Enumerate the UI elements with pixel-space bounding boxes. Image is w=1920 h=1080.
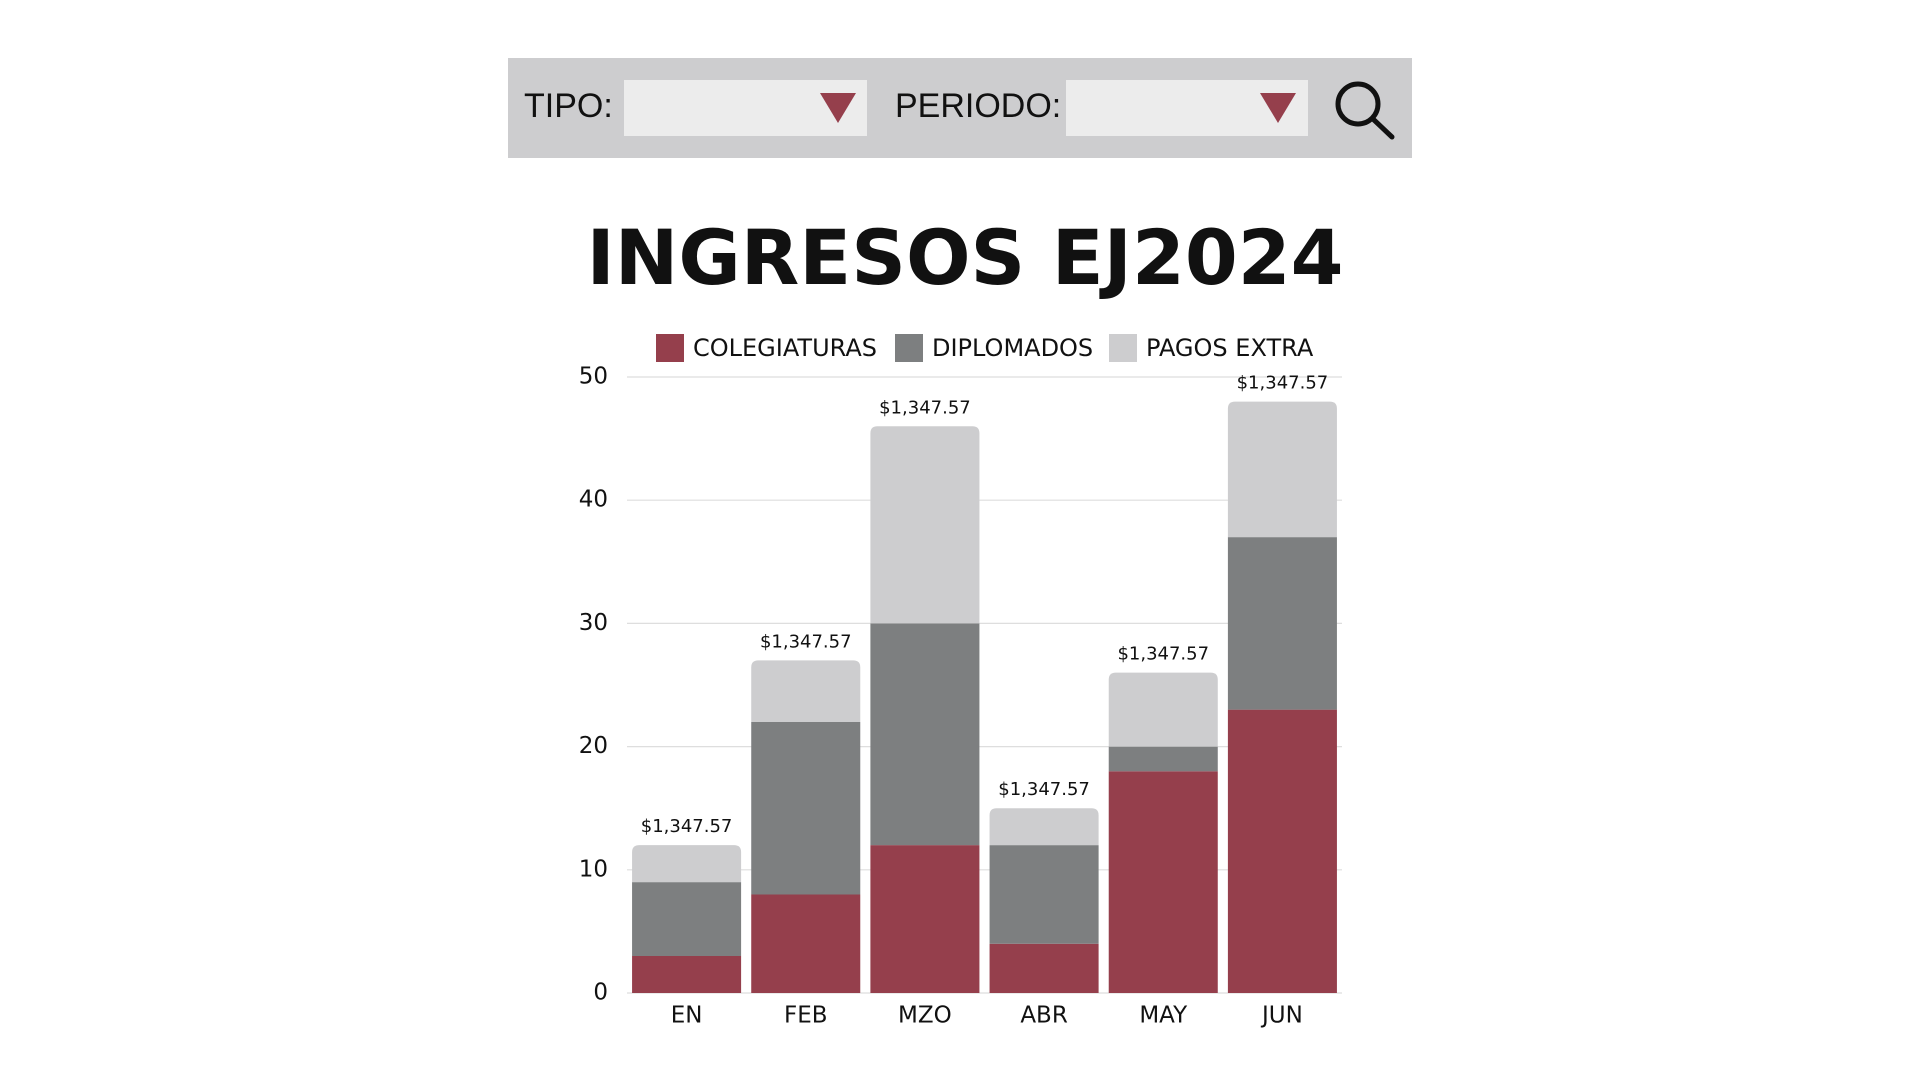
bar-segment xyxy=(751,660,861,722)
legend-label: DIPLOMADOS xyxy=(932,334,1093,362)
y-tick-label: 30 xyxy=(579,610,608,636)
bar-segment xyxy=(870,426,980,624)
y-tick-label: 10 xyxy=(579,856,608,882)
search-button[interactable] xyxy=(1330,75,1400,141)
x-tick-label: JUN xyxy=(1260,1003,1303,1029)
bar-segment xyxy=(870,845,980,993)
legend-swatch xyxy=(1109,334,1137,362)
bar-segment xyxy=(989,845,1099,944)
bar-segment xyxy=(1227,709,1337,993)
bar-segment xyxy=(1227,537,1337,710)
bar-segment xyxy=(989,943,1099,993)
dropdown-arrow[interactable] xyxy=(1260,93,1296,123)
bar-segment xyxy=(751,721,861,895)
tipo-dropdown[interactable] xyxy=(624,80,867,136)
tipo-label: TIPO: xyxy=(524,87,613,125)
periodo-dropdown[interactable] xyxy=(1066,80,1308,136)
periodo-label: PERIODO: xyxy=(895,87,1061,125)
bar-segment xyxy=(1227,401,1337,538)
total-label: $1,347.57 xyxy=(1237,373,1329,394)
x-tick-label: MAY xyxy=(1139,1003,1188,1029)
legend-label: COLEGIATURAS xyxy=(693,334,877,362)
y-tick-label: 50 xyxy=(579,364,608,390)
total-label: $1,347.57 xyxy=(879,397,971,418)
total-label: $1,347.57 xyxy=(641,816,733,837)
total-label: $1,347.57 xyxy=(760,631,852,652)
total-label: $1,347.57 xyxy=(998,779,1090,800)
legend-swatch xyxy=(895,334,923,362)
bar-segment xyxy=(870,623,980,846)
total-label: $1,347.57 xyxy=(1117,644,1209,665)
y-tick-label: 40 xyxy=(579,487,608,513)
y-tick-label: 0 xyxy=(593,980,608,1006)
x-tick-label: FEB xyxy=(784,1003,828,1029)
dropdown-arrow[interactable] xyxy=(820,93,856,123)
dropdown-box[interactable] xyxy=(1066,80,1308,136)
bar-segment xyxy=(632,956,742,993)
legend-label: PAGOS EXTRA xyxy=(1146,334,1314,362)
bar-segment xyxy=(1108,672,1218,747)
bar-segment xyxy=(1108,746,1218,772)
search-icon[interactable] xyxy=(1335,81,1381,127)
bar-segment xyxy=(632,845,742,883)
y-tick-label: 20 xyxy=(579,733,608,759)
bar-segment xyxy=(989,808,1099,846)
bar-segment xyxy=(632,882,742,957)
chart-title: INGRESOS EJ2024 xyxy=(587,213,1344,302)
legend-swatch xyxy=(656,334,684,362)
x-tick-label: EN xyxy=(671,1003,703,1029)
x-tick-label: MZO xyxy=(898,1003,952,1029)
dropdown-box[interactable] xyxy=(624,80,867,136)
search-icon-handle[interactable] xyxy=(1370,116,1395,140)
x-tick-label: ABR xyxy=(1020,1003,1068,1029)
bar-segment xyxy=(751,894,861,993)
bar-segment xyxy=(1108,771,1218,993)
